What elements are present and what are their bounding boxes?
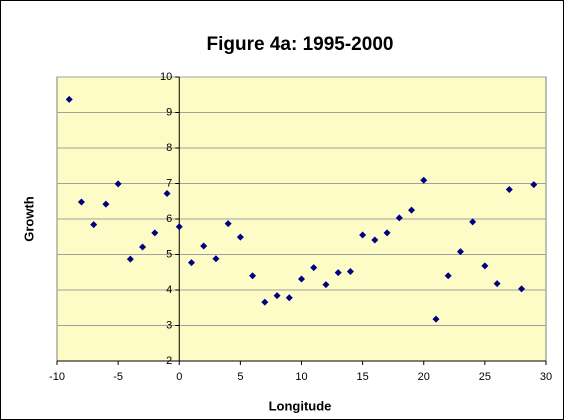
point <box>175 223 183 231</box>
x-tick-label: 10 <box>295 371 307 383</box>
point <box>285 294 293 302</box>
point <box>432 315 440 323</box>
point <box>334 269 342 277</box>
point <box>200 242 208 250</box>
x-tick-label: 15 <box>357 371 369 383</box>
point <box>383 229 391 237</box>
point <box>371 236 379 244</box>
point <box>151 229 159 237</box>
y-tick-label: 10 <box>160 71 172 83</box>
point <box>298 275 305 283</box>
x-tick-label: 25 <box>479 371 491 383</box>
point <box>90 221 98 229</box>
point <box>126 255 134 263</box>
y-axis-title: Growth <box>21 196 36 242</box>
x-tick-label: -5 <box>113 371 123 383</box>
point <box>444 272 452 280</box>
point <box>505 186 513 194</box>
x-tick-label: 5 <box>237 371 243 383</box>
point <box>420 176 428 184</box>
point <box>65 95 73 103</box>
point <box>408 206 416 214</box>
point <box>212 255 220 263</box>
y-tick-label: 3 <box>166 319 172 331</box>
point <box>469 218 477 226</box>
point <box>236 233 244 241</box>
point <box>273 292 281 300</box>
point <box>261 298 269 306</box>
point <box>481 262 489 270</box>
point <box>518 285 526 293</box>
x-tick-label: 0 <box>176 371 182 383</box>
point <box>346 268 354 276</box>
y-tick-label: 8 <box>166 142 172 154</box>
x-tick-label: -10 <box>49 371 65 383</box>
y-tick-label: 7 <box>166 177 172 189</box>
point <box>139 243 147 251</box>
y-tick-label: 6 <box>166 213 172 225</box>
point <box>224 220 232 228</box>
point <box>530 181 538 189</box>
point <box>456 248 464 256</box>
point <box>249 272 257 280</box>
x-tick-label: 20 <box>418 371 430 383</box>
point <box>163 189 171 197</box>
point <box>114 180 122 188</box>
point <box>322 281 330 289</box>
x-axis-title: Longitude <box>269 398 332 413</box>
point <box>395 214 403 222</box>
point <box>187 259 195 267</box>
x-tick-label: 30 <box>540 371 552 383</box>
point <box>493 280 501 288</box>
chart-title: Figure 4a: 1995-2000 <box>207 34 394 55</box>
y-tick-label: 5 <box>166 248 172 260</box>
point <box>102 200 110 208</box>
y-tick-label: 4 <box>166 284 172 296</box>
point <box>310 264 318 272</box>
point <box>359 231 367 239</box>
y-tick-label: 9 <box>166 106 172 118</box>
point <box>77 198 85 206</box>
